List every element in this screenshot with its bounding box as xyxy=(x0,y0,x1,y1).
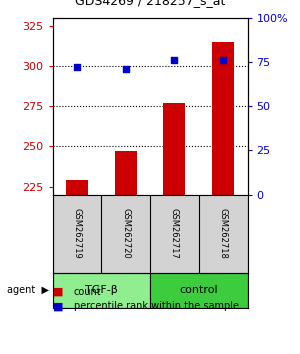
Point xyxy=(221,57,226,63)
Text: GDS4269 / 218257_s_at: GDS4269 / 218257_s_at xyxy=(75,0,225,7)
Point xyxy=(172,57,177,63)
Text: percentile rank within the sample: percentile rank within the sample xyxy=(74,301,238,311)
Text: GSM262717: GSM262717 xyxy=(170,208,179,259)
Point xyxy=(123,66,128,72)
Bar xyxy=(52,273,150,308)
Text: GSM262718: GSM262718 xyxy=(219,208,228,259)
Text: count: count xyxy=(74,287,101,297)
Text: control: control xyxy=(179,285,218,295)
Text: ■: ■ xyxy=(52,301,63,311)
Bar xyxy=(164,103,185,195)
Bar xyxy=(150,273,248,308)
Text: agent  ▶: agent ▶ xyxy=(8,285,50,295)
Text: GSM262720: GSM262720 xyxy=(121,208,130,259)
Bar xyxy=(115,151,136,195)
Text: TGF-β: TGF-β xyxy=(85,285,118,295)
Bar xyxy=(66,180,88,195)
Point xyxy=(74,64,79,70)
Text: GSM262719: GSM262719 xyxy=(72,208,81,259)
Text: ■: ■ xyxy=(52,287,63,297)
Bar xyxy=(212,42,234,195)
